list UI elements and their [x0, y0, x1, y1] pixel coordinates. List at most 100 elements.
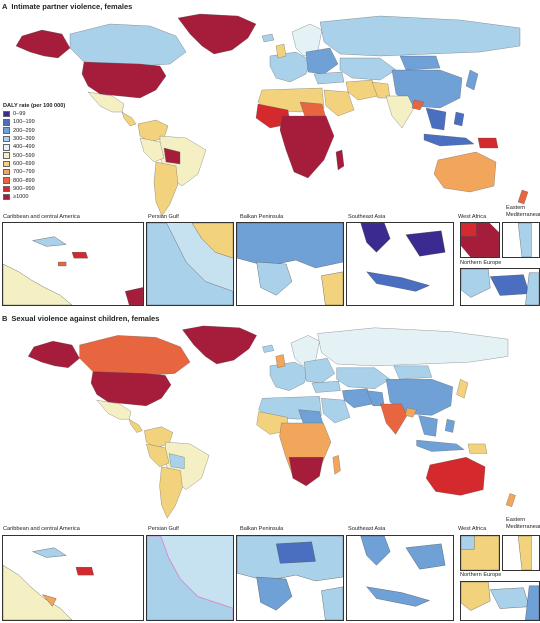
inset-b-east-med	[502, 535, 540, 571]
legend-item-9: 900–999	[3, 185, 73, 193]
map-b-usa	[90, 371, 172, 407]
legend-swatch-7	[3, 168, 10, 176]
inset-a-west-africa-label: West Africa	[458, 214, 487, 220]
map-b-papua	[467, 443, 488, 454]
map-a-greenland	[177, 13, 257, 55]
inset-a-northern-europe-label: Northern Europe	[460, 260, 502, 266]
panel-a-letter: A	[2, 2, 8, 11]
inset-b-southeast-asia	[346, 535, 454, 621]
legend-item-4: 400–499	[3, 143, 73, 151]
inset-b-balkan-label: Balkan Peninsula	[240, 526, 284, 532]
inset-b-caribbean-label: Caribbean and central America	[3, 526, 80, 532]
legend-item-2: 200–299	[3, 127, 73, 135]
legend-item-8: 800–899	[3, 176, 73, 184]
inset-b-balkan	[236, 535, 344, 621]
map-a-western-europe	[269, 51, 311, 83]
legend: DALY rate (per 100 000) 0–99 100–199 200…	[3, 103, 73, 201]
legend-swatch-3	[3, 135, 10, 143]
legend-label-9: 900–999	[13, 185, 35, 192]
map-b-indonesia	[416, 439, 465, 452]
map-b-madagascar	[332, 455, 341, 475]
inset-b-northern-europe-label: Northern Europe	[460, 572, 502, 578]
legend-item-10: ≥1000	[3, 193, 73, 201]
map-a-canada	[69, 23, 187, 67]
map-b-russia	[317, 327, 509, 367]
legend-item-3: 300–399	[3, 135, 73, 143]
map-b-philippines	[444, 419, 455, 433]
inset-b-west-africa	[460, 535, 500, 571]
legend-label-4: 400–499	[13, 144, 35, 151]
map-a-uk	[275, 43, 287, 59]
inset-b-east-med-label: Eastern Mediterranean	[506, 517, 540, 530]
map-a-peru	[139, 137, 165, 163]
map-b-uk	[275, 354, 286, 368]
legend-label-3: 300–399	[13, 136, 35, 143]
legend-label-5: 500–599	[13, 152, 35, 159]
map-b-greenland	[182, 325, 257, 365]
inset-b-southeast-asia-label: Southeast Asia	[348, 526, 386, 532]
inset-b-persian-gulf	[146, 535, 234, 621]
panel-b-title: B Sexual violence against children, femal…	[2, 314, 159, 323]
map-a-india	[385, 95, 415, 129]
legend-title: DALY rate (per 100 000)	[3, 103, 66, 109]
legend-swatch-6	[3, 160, 10, 168]
map-b-japan	[456, 379, 469, 399]
map-b-new-zealand	[505, 493, 516, 507]
map-a-eastern-europe	[305, 47, 339, 75]
inset-a-persian-gulf	[146, 222, 234, 306]
map-b-iran	[342, 388, 374, 408]
inset-b-northern-europe	[460, 581, 540, 621]
map-b-arabia	[321, 398, 351, 424]
map-b-mongolia	[393, 365, 433, 380]
map-b-alaska	[28, 340, 80, 368]
world-map-a	[15, 13, 529, 217]
legend-label-7: 700–799	[13, 169, 35, 176]
panel-a-title-text: Intimate partner violence, females	[11, 2, 133, 11]
panel-b-letter: B	[2, 314, 8, 323]
map-b-southeast-asia	[418, 415, 438, 437]
map-b-india	[380, 403, 408, 435]
inset-a-east-med-label: Eastern Mediterranean	[506, 205, 540, 218]
inset-a-caribbean-label: Caribbean and central America	[3, 214, 80, 220]
legend-swatch-9	[3, 185, 10, 193]
map-a-central-america	[121, 111, 137, 127]
legend-swatch-8	[3, 177, 10, 184]
map-a-indonesia	[423, 133, 475, 147]
inset-a-persian-gulf-label: Persian Gulf	[148, 214, 179, 220]
map-b-australia	[425, 457, 486, 496]
map-b-eastern-europe	[304, 358, 335, 384]
legend-label-8: 800–899	[13, 177, 35, 184]
inset-b-caribbean	[2, 535, 144, 621]
map-a-argentina	[153, 161, 179, 217]
legend-label-0: 0–99	[13, 111, 26, 118]
inset-b-persian-gulf-label: Persian Gulf	[148, 526, 179, 532]
map-a-arabia	[323, 89, 355, 117]
map-a-new-zealand	[517, 189, 529, 205]
map-b-central-asia	[336, 367, 391, 389]
map-b-iceland	[262, 344, 274, 353]
map-a-japan	[465, 69, 479, 91]
inset-b-west-africa-label: West Africa	[458, 526, 487, 532]
legend-label-2: 200–299	[13, 127, 35, 134]
map-a-papua	[477, 137, 499, 149]
map-a-central-asia	[339, 57, 397, 81]
legend-label-6: 600–699	[13, 160, 35, 167]
map-b-argentina	[159, 466, 183, 519]
inset-a-east-med	[502, 222, 540, 258]
inset-a-southeast-asia	[346, 222, 454, 306]
map-a-bangladesh	[411, 99, 425, 111]
map-a-southeast-asia	[425, 107, 447, 131]
legend-swatch-2	[3, 127, 10, 134]
map-a-usa	[81, 61, 167, 99]
map-b-turkey	[311, 380, 341, 393]
map-b-southern-africa	[288, 457, 324, 486]
inset-a-southeast-asia-label: Southeast Asia	[348, 214, 386, 220]
legend-swatch-4	[3, 144, 10, 151]
inset-a-northern-europe	[460, 268, 540, 306]
legend-swatch-5	[3, 152, 10, 159]
legend-swatch-10	[3, 193, 10, 201]
legend-label-10: ≥1000	[13, 194, 29, 201]
inset-a-caribbean	[2, 222, 144, 306]
map-a-russia	[319, 15, 521, 57]
legend-label-1: 100–199	[13, 119, 35, 126]
